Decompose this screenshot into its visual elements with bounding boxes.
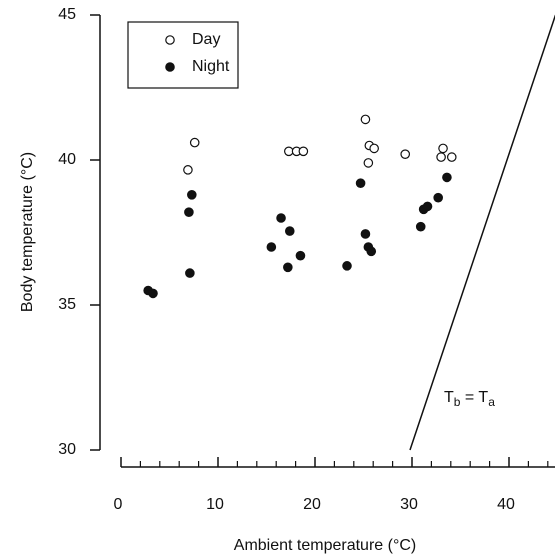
x-tick-label: 0 (114, 496, 123, 513)
legend-label: Night (192, 58, 230, 75)
x-tick-label: 20 (303, 496, 321, 513)
point (438, 143, 448, 154)
point (283, 262, 293, 273)
annotation-part: a (488, 395, 495, 409)
point (284, 146, 294, 157)
legend-label: Day (192, 31, 220, 48)
point (266, 242, 277, 252)
legend-marker (165, 62, 175, 72)
point (436, 152, 446, 162)
point (433, 192, 443, 203)
point (355, 178, 366, 188)
point (187, 190, 197, 200)
annotation-part: b (454, 395, 461, 409)
point (446, 152, 457, 162)
y-tick-label: 45 (58, 6, 76, 23)
point (298, 146, 309, 157)
annotation-part: T (444, 389, 454, 406)
point (400, 149, 411, 159)
legend-box (127, 21, 239, 89)
y-tick-label: 40 (58, 151, 76, 168)
point (442, 172, 452, 183)
point (183, 165, 193, 175)
point (184, 207, 194, 217)
point (366, 246, 377, 257)
annotation: Tb = Ta (444, 389, 495, 409)
reference-line (409, 14, 555, 451)
x-axis-label: Ambient temperature (°C) (234, 537, 416, 554)
point (148, 288, 158, 299)
point (284, 226, 295, 236)
point (369, 143, 379, 154)
point (189, 137, 200, 148)
legend-marker (165, 35, 175, 45)
point (415, 221, 426, 232)
point (363, 158, 374, 168)
x-tick-label: 40 (497, 496, 515, 513)
y-axis-label: Body temperature (°C) (19, 152, 36, 312)
point (342, 261, 352, 271)
point (360, 114, 371, 125)
point (276, 213, 286, 223)
point (360, 229, 371, 239)
point (295, 250, 306, 261)
point (185, 268, 195, 278)
y-tick-label: 35 (58, 296, 76, 313)
x-tick-label: 30 (400, 496, 418, 513)
annotation-part: = T (460, 389, 488, 406)
x-tick-label: 10 (206, 496, 224, 513)
point (422, 201, 433, 212)
y-tick-label: 30 (58, 441, 76, 458)
